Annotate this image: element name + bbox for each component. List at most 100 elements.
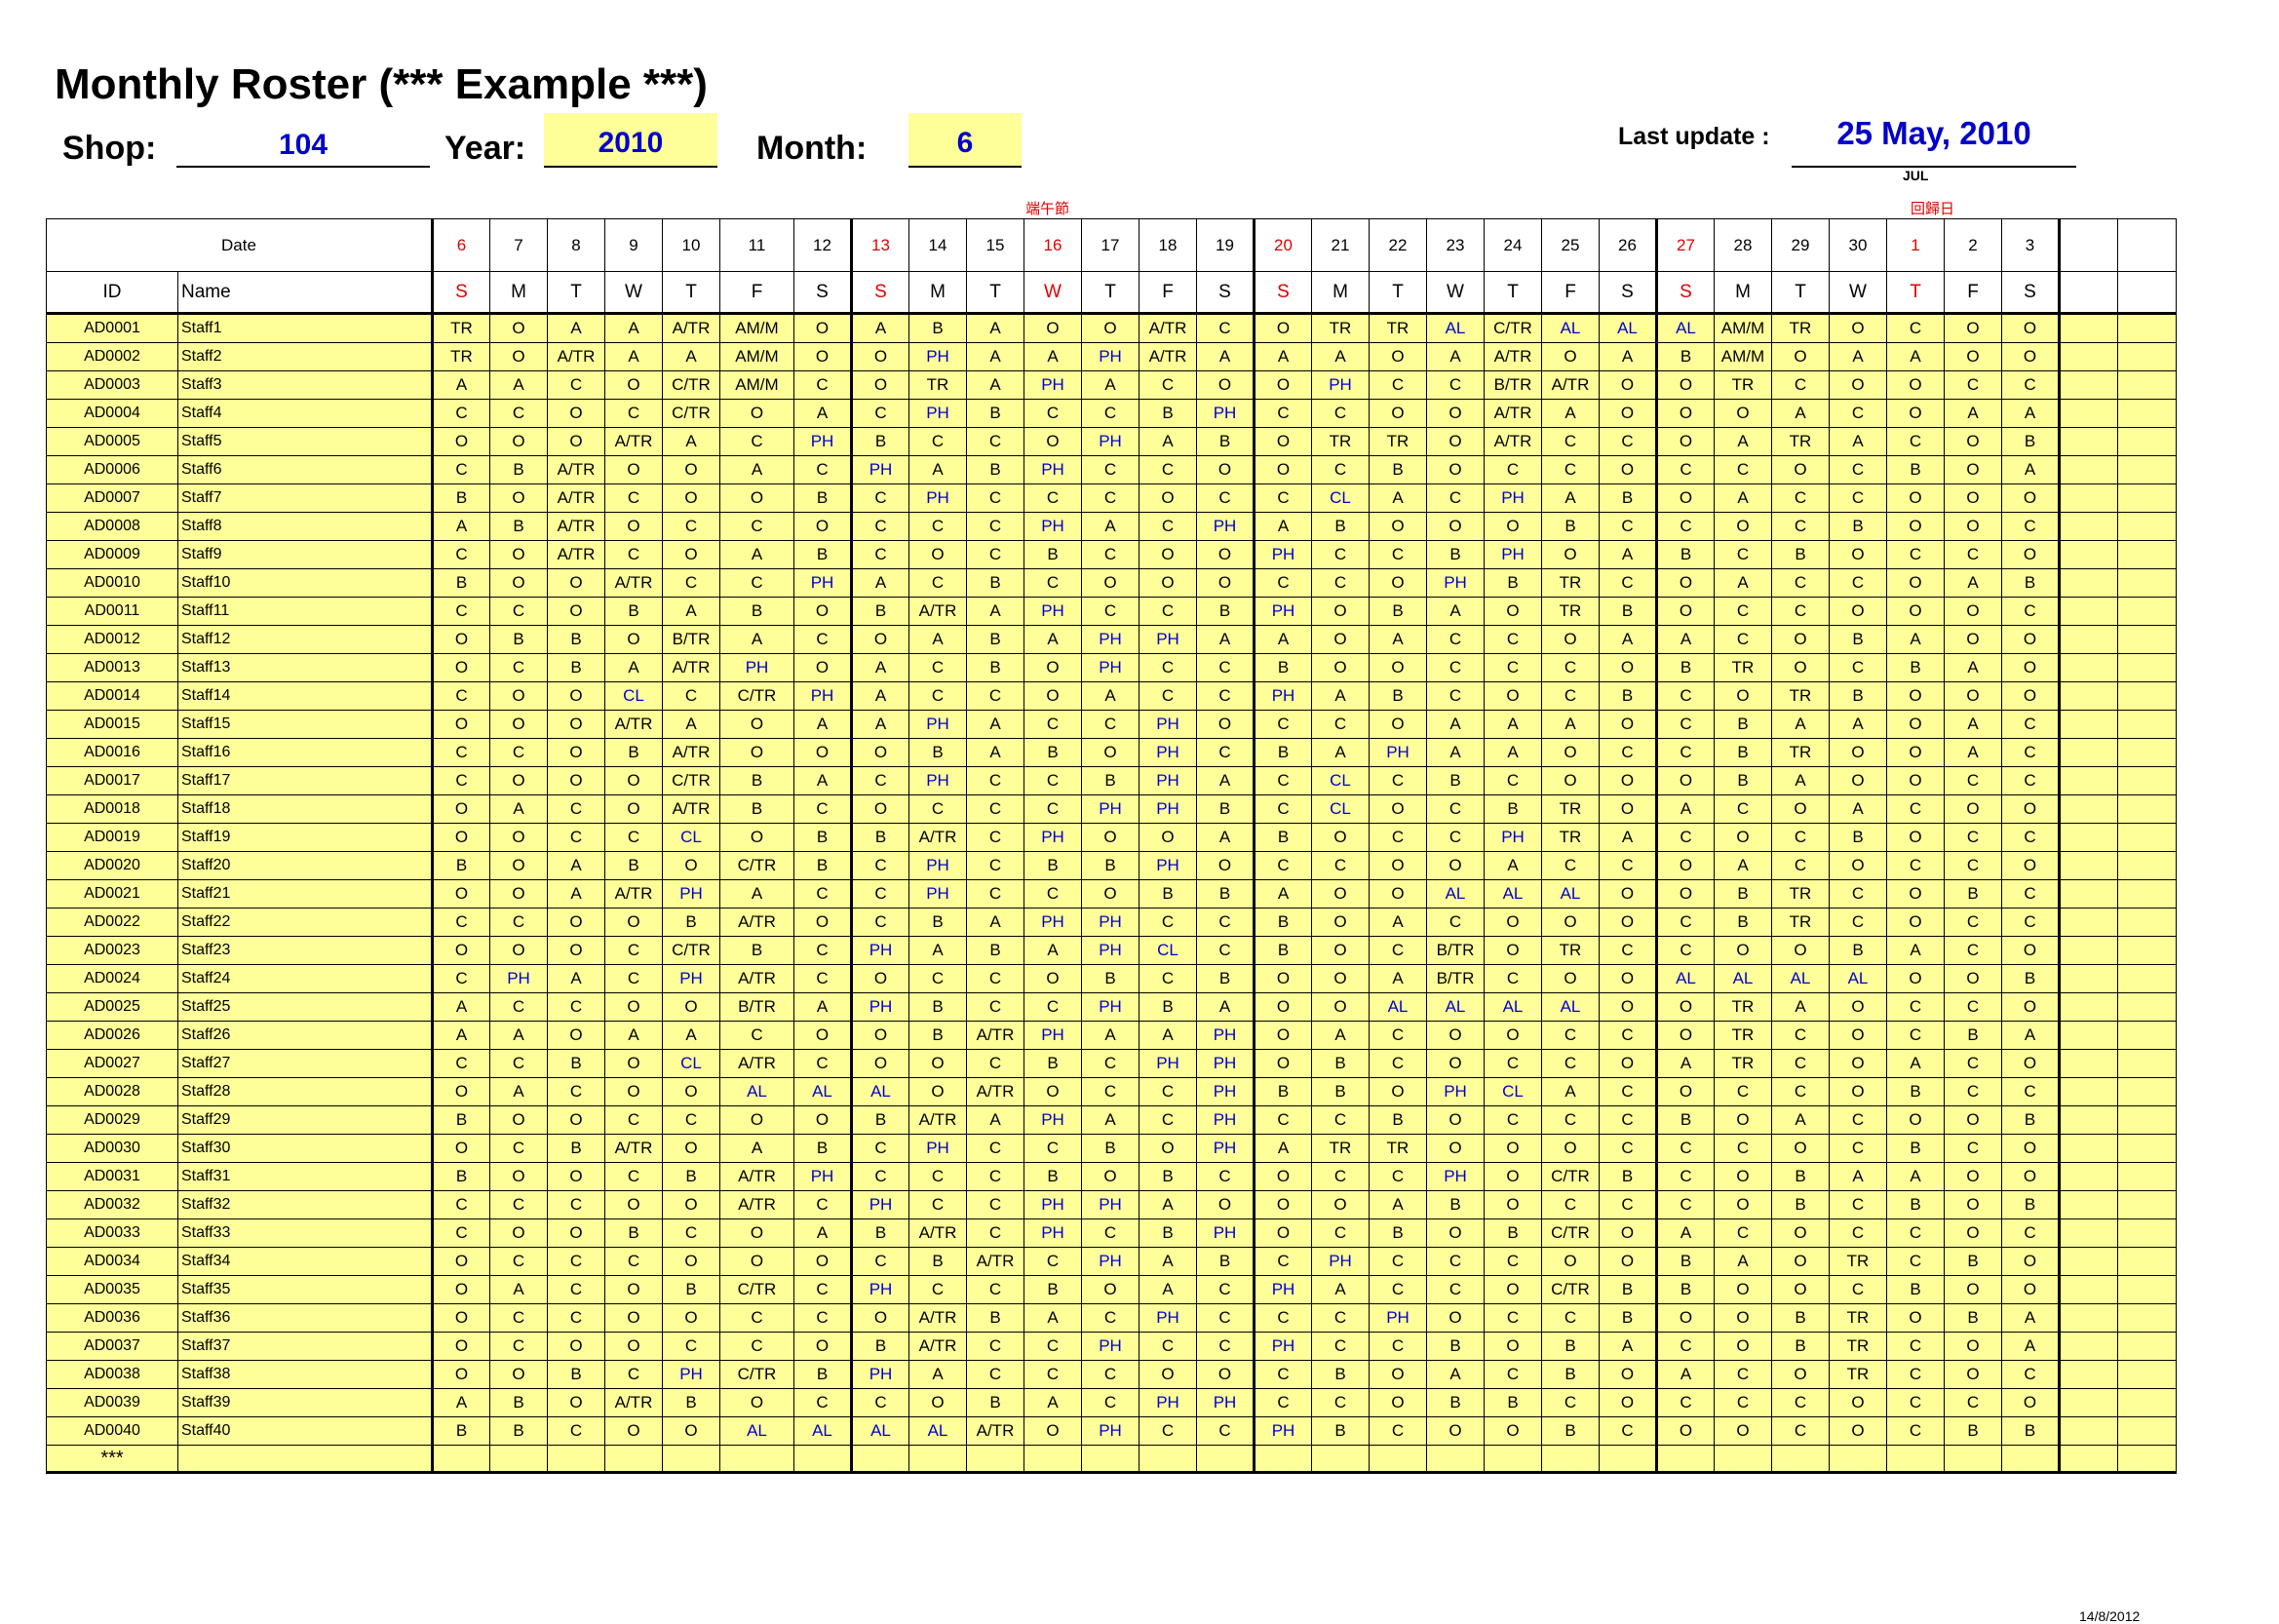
shift-cell[interactable]: B	[1081, 1134, 1140, 1163]
shift-cell[interactable]: O	[1886, 1105, 1945, 1135]
shift-cell[interactable]: B	[547, 1360, 605, 1389]
shift-cell[interactable]	[2117, 1360, 2177, 1389]
shift-cell[interactable]: C	[850, 766, 909, 795]
shift-cell[interactable]: O	[1714, 1190, 1772, 1219]
shift-cell[interactable]: B	[662, 1162, 720, 1191]
shift-cell[interactable]: O	[1369, 342, 1427, 371]
shift-cell[interactable]: A	[489, 1275, 548, 1304]
shift-cell[interactable]: O	[547, 1021, 605, 1050]
shift-cell[interactable]: C	[1655, 823, 1715, 852]
shift-cell[interactable]: C	[1599, 851, 1657, 880]
shift-cell[interactable]	[2117, 1388, 2177, 1417]
shift-cell[interactable]	[2117, 879, 2177, 909]
shift-cell[interactable]: O	[1541, 908, 1600, 937]
shift-cell[interactable]: O	[604, 370, 663, 400]
shift-cell[interactable]: B	[604, 1218, 663, 1248]
shift-cell[interactable]: O	[1829, 851, 1887, 880]
shift-cell[interactable]: O	[1024, 681, 1082, 711]
shift-cell[interactable]: B	[1944, 1247, 2002, 1276]
shift-cell[interactable]: O	[1771, 1134, 1830, 1163]
shift-cell[interactable]: B	[1024, 1275, 1082, 1304]
shift-cell[interactable]: AL	[1426, 879, 1485, 909]
shift-cell[interactable]: O	[1944, 964, 2002, 993]
shift-cell[interactable]: O	[1886, 738, 1945, 767]
shift-cell[interactable]: C	[1024, 1134, 1082, 1163]
shift-cell[interactable]: B	[1886, 653, 1945, 682]
shift-cell[interactable]: O	[793, 1021, 852, 1050]
shift-cell[interactable]: C	[793, 794, 852, 824]
shift-cell[interactable]: B	[1369, 681, 1427, 711]
shift-cell[interactable]: C	[2001, 908, 2060, 937]
shift-cell[interactable]: C	[547, 1077, 605, 1106]
shift-cell[interactable]: O	[1024, 1416, 1082, 1446]
shift-cell[interactable]: O	[547, 1162, 605, 1191]
shift-cell[interactable]	[2117, 681, 2177, 711]
shift-cell[interactable]: A/TR	[1139, 342, 1197, 371]
shift-cell[interactable]: O	[1886, 964, 1945, 993]
shift-cell[interactable]: O	[489, 568, 548, 598]
shift-cell[interactable]: O	[1829, 1049, 1887, 1078]
shift-cell[interactable]: O	[1484, 1190, 1542, 1219]
shift-cell[interactable]: O	[1886, 568, 1945, 598]
shift-cell[interactable]: A	[1253, 879, 1312, 909]
shift-cell[interactable]: O	[1426, 1218, 1485, 1248]
shift-cell[interactable]: C	[431, 964, 490, 993]
shift-cell[interactable]: O	[850, 964, 909, 993]
shift-cell[interactable]: C	[1886, 1021, 1945, 1050]
shift-cell[interactable]: B	[793, 1134, 852, 1163]
shift-cell[interactable]: C	[1714, 540, 1772, 569]
shift-cell[interactable]: A	[489, 1021, 548, 1050]
shift-cell[interactable]: TR	[1311, 427, 1370, 456]
shift-cell[interactable]: PH	[1196, 1021, 1255, 1050]
shift-cell[interactable]: O	[2001, 653, 2060, 682]
shift-cell[interactable]: O	[793, 653, 852, 682]
shift-cell[interactable]: B	[1829, 823, 1887, 852]
shift-cell[interactable]: A/TR	[1541, 370, 1600, 400]
shift-cell[interactable]	[1369, 1445, 1427, 1473]
shift-cell[interactable]: A	[547, 312, 605, 343]
shift-cell[interactable]: C/TR	[662, 399, 720, 428]
shift-cell[interactable]: O	[1599, 1247, 1657, 1276]
shift-cell[interactable]: AL	[1484, 879, 1542, 909]
shift-cell[interactable]: C	[850, 851, 909, 880]
shift-cell[interactable]: TR	[1771, 879, 1830, 909]
shift-cell[interactable]: A	[1944, 568, 2002, 598]
shift-cell[interactable]: C	[1369, 1021, 1427, 1050]
shift-cell[interactable]: O	[1886, 681, 1945, 711]
shift-cell[interactable]: O	[1714, 1416, 1772, 1446]
shift-cell[interactable]: O	[604, 455, 663, 484]
shift-cell[interactable]: C	[1196, 1332, 1255, 1361]
shift-cell[interactable]: A/TR	[1484, 342, 1542, 371]
year-value[interactable]: 2010	[544, 113, 717, 168]
shift-cell[interactable]: TR	[1541, 597, 1600, 626]
shift-cell[interactable]: AM/M	[1714, 312, 1772, 343]
shift-cell[interactable]: A/TR	[719, 1049, 794, 1078]
shift-cell[interactable]	[2117, 399, 2177, 428]
shift-cell[interactable]: B	[1714, 710, 1772, 739]
shift-cell[interactable]: B	[1829, 681, 1887, 711]
shift-cell[interactable]: C	[850, 1134, 909, 1163]
shift-cell[interactable]: B	[604, 851, 663, 880]
last-update-value[interactable]: 25 May, 2010	[1836, 115, 2031, 151]
shift-cell[interactable]: O	[604, 908, 663, 937]
shift-cell[interactable]: PH	[850, 1360, 909, 1389]
shift-cell[interactable]: O	[662, 455, 720, 484]
shift-cell[interactable]: B	[850, 597, 909, 626]
shift-cell[interactable]: B	[1655, 1247, 1715, 1276]
shift-cell[interactable]: PH	[1081, 1247, 1140, 1276]
shift-cell[interactable]: C	[1139, 370, 1197, 400]
shift-cell[interactable]: PH	[1024, 455, 1082, 484]
shift-cell[interactable]: C	[1771, 568, 1830, 598]
shift-cell[interactable]: C/TR	[662, 766, 720, 795]
shift-cell[interactable]: C	[966, 1190, 1024, 1219]
shift-cell[interactable]: O	[1024, 964, 1082, 993]
shift-cell[interactable]: O	[1771, 653, 1830, 682]
shift-cell[interactable]: A	[1599, 823, 1657, 852]
shift-cell[interactable]: C	[966, 992, 1024, 1022]
shift-cell[interactable]: B	[1139, 1162, 1197, 1191]
shift-cell[interactable]: O	[1484, 908, 1542, 937]
shift-cell[interactable]: C	[908, 964, 967, 993]
shift-cell[interactable]: C	[966, 794, 1024, 824]
shift-cell[interactable]: C	[489, 597, 548, 626]
shift-cell[interactable]: B	[1886, 1077, 1945, 1106]
